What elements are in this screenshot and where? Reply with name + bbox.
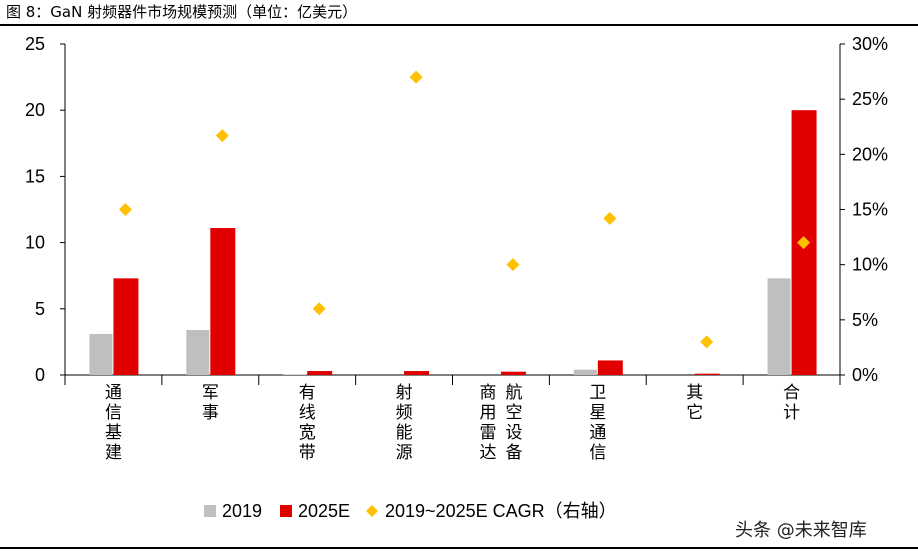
- y-right-tick-label: 0%: [852, 365, 878, 385]
- y-left-tick-label: 15: [25, 166, 45, 186]
- y-left-tick-label: 20: [25, 100, 45, 120]
- cagr-marker: [700, 335, 714, 349]
- cagr-marker: [603, 211, 617, 225]
- legend-label-2025e: 2025E: [298, 501, 350, 521]
- bar-2019: [573, 369, 597, 375]
- legend-label-cagr: 2019~2025E CAGR（右轴）: [385, 501, 617, 521]
- figure-title: 图 8：GaN 射频器件市场规模预测（单位：亿美元）: [6, 3, 358, 21]
- legend: 2019 2025E 2019~2025E CAGR（右轴）: [204, 501, 617, 521]
- watermark-text: 头条 @未来智库: [735, 520, 867, 541]
- bar-2019: [186, 329, 210, 375]
- y-left-tick-label: 5: [35, 299, 45, 319]
- y-right-tick-label: 30%: [852, 34, 888, 54]
- legend-swatch-2019: [204, 505, 216, 517]
- category-label: 合计: [783, 383, 800, 423]
- cagr-marker: [118, 203, 132, 216]
- cagr-marker: [506, 258, 520, 272]
- bar-2025e: [500, 371, 526, 375]
- bar-2025e: [404, 371, 430, 375]
- bar-2025e: [694, 373, 720, 375]
- y-right-tick-label: 25%: [852, 89, 888, 109]
- cagr-marker: [797, 236, 811, 250]
- category-label: 军事: [202, 383, 219, 423]
- bars: [89, 110, 817, 375]
- legend-label-2019: 2019: [222, 501, 262, 521]
- category-label: 有线宽带: [299, 383, 316, 463]
- bar-2025e: [113, 278, 139, 375]
- bar-2025e: [210, 228, 236, 375]
- bar-2019: [283, 374, 307, 375]
- cagr-marker: [215, 129, 229, 143]
- y-left-tick-label: 25: [25, 34, 45, 54]
- y-right-tick-label: 15%: [852, 200, 888, 220]
- top-rule: [0, 24, 918, 26]
- category-label: 射频能源: [396, 383, 413, 463]
- y-left-tick-label: 0: [35, 365, 45, 385]
- y-right-tick-label: 20%: [852, 144, 888, 164]
- tick-labels: 0 5 10 15 20 25 0% 5% 10% 15% 20% 25% 30%: [25, 34, 888, 385]
- category-label: 通信基建: [105, 383, 122, 463]
- legend-swatch-2025e: [280, 505, 292, 517]
- category-label: 卫星通信: [589, 383, 606, 463]
- bar-2019: [767, 278, 791, 375]
- bar-2025e: [307, 371, 333, 375]
- category-label: 商用雷达航空设备: [479, 383, 522, 463]
- y-left-tick-label: 10: [25, 233, 45, 253]
- category-labels: 通信基建 军事 有线宽带 射频能源 商用雷达航空设备 卫星通信 其它 合计: [105, 383, 800, 463]
- bar-2025e: [597, 360, 623, 375]
- cagr-marker: [312, 302, 326, 316]
- y-right-tick-label: 5%: [852, 310, 878, 330]
- axes: [60, 43, 845, 385]
- y-right-tick-label: 10%: [852, 255, 888, 275]
- cagr-markers: [118, 70, 811, 349]
- bottom-rule: [0, 547, 918, 549]
- bar-2019: [89, 333, 113, 375]
- legend-swatch-cagr: [366, 505, 378, 517]
- cagr-marker: [409, 70, 423, 84]
- category-label: 其它: [686, 383, 703, 423]
